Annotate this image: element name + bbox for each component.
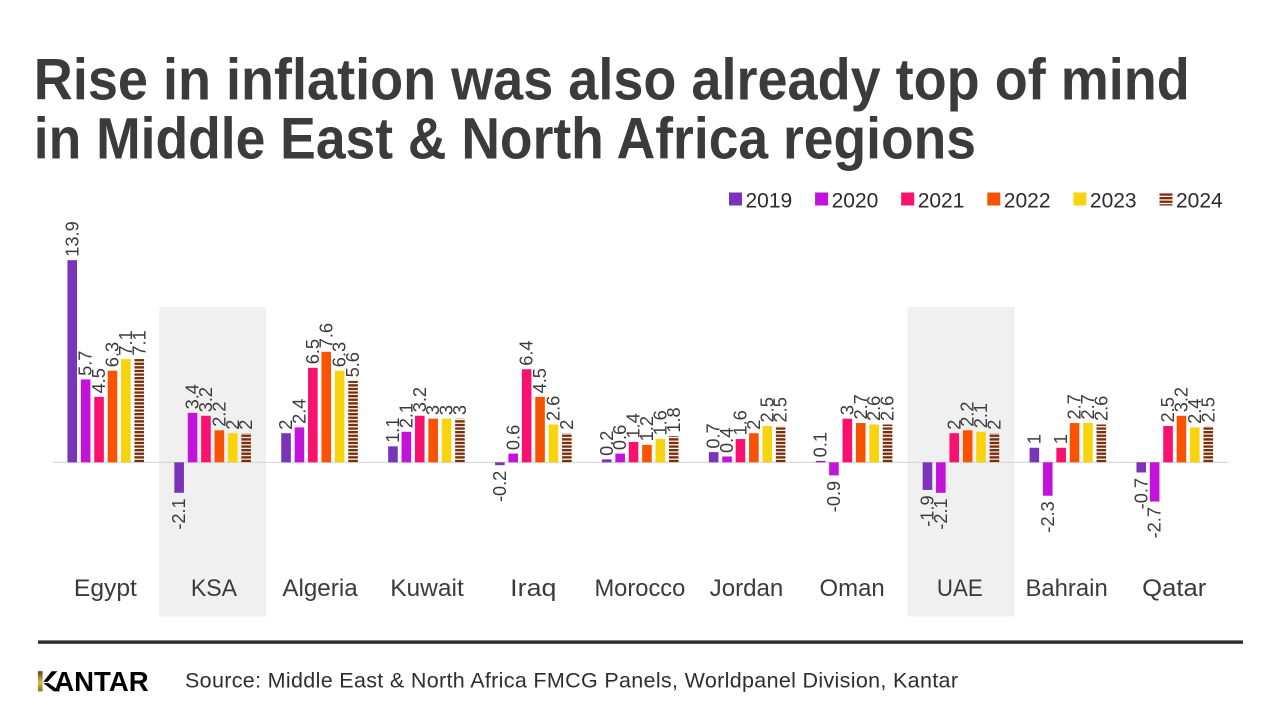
svg-text:5.6: 5.6	[343, 352, 363, 377]
svg-text:Rise in inflation was also alr: Rise in inflation was also already top o…	[34, 48, 1190, 113]
svg-text:2024: 2024	[1176, 190, 1223, 213]
svg-text:1.8: 1.8	[664, 407, 684, 432]
svg-text:7.6: 7.6	[316, 323, 336, 348]
svg-text:2.6: 2.6	[864, 396, 884, 421]
svg-text:2: 2	[276, 420, 296, 430]
svg-text:7.1: 7.1	[129, 330, 149, 355]
svg-text:1.2: 1.2	[637, 416, 657, 441]
svg-text:1.6: 1.6	[730, 410, 750, 435]
svg-text:-0.7: -0.7	[1131, 478, 1151, 509]
svg-text:-2.1: -2.1	[931, 498, 951, 529]
svg-text:3: 3	[423, 405, 443, 415]
svg-text:in Middle East & North Africa: in Middle East & North Africa regions	[34, 106, 976, 171]
svg-text:13.9: 13.9	[62, 221, 82, 256]
svg-text:Algeria: Algeria	[282, 575, 358, 602]
svg-text:2.5: 2.5	[1158, 397, 1178, 422]
svg-text:1.4: 1.4	[624, 413, 644, 438]
svg-text:4.5: 4.5	[530, 368, 550, 393]
svg-text:2.4: 2.4	[1185, 399, 1205, 424]
svg-text:Jordan: Jordan	[710, 575, 784, 602]
svg-text:-2.1: -2.1	[169, 498, 189, 529]
svg-text:3.4: 3.4	[183, 384, 203, 409]
svg-text:0.6: 0.6	[503, 425, 523, 450]
svg-text:5.7: 5.7	[76, 351, 96, 376]
svg-text:2.6: 2.6	[1091, 396, 1111, 421]
svg-text:-0.2: -0.2	[490, 471, 510, 502]
svg-text:1: 1	[1024, 434, 1044, 444]
svg-text:3.2: 3.2	[410, 387, 430, 412]
svg-text:Bahrain: Bahrain	[1025, 575, 1107, 602]
svg-text:2: 2	[236, 420, 256, 430]
svg-text:UAE: UAE	[937, 575, 983, 602]
svg-text:3: 3	[837, 405, 857, 415]
svg-text:0.6: 0.6	[610, 425, 630, 450]
svg-text:2.2: 2.2	[958, 402, 978, 427]
svg-text:2021: 2021	[918, 190, 965, 213]
svg-text:2.1: 2.1	[971, 403, 991, 428]
svg-text:7.1: 7.1	[116, 330, 136, 355]
svg-text:0.4: 0.4	[717, 428, 737, 453]
svg-text:2020: 2020	[832, 190, 879, 213]
svg-text:2.7: 2.7	[851, 394, 871, 419]
svg-text:1.1: 1.1	[383, 418, 403, 443]
svg-text:2023: 2023	[1090, 190, 1137, 213]
svg-text:0.7: 0.7	[704, 423, 724, 448]
svg-text:-0.9: -0.9	[824, 481, 844, 512]
svg-text:2.4: 2.4	[289, 399, 309, 424]
svg-text:2.5: 2.5	[771, 397, 791, 422]
svg-text:2: 2	[744, 420, 764, 430]
svg-text:2: 2	[984, 420, 1004, 430]
svg-text:2.6: 2.6	[543, 396, 563, 421]
svg-text:2.2: 2.2	[209, 402, 229, 427]
svg-text:2.7: 2.7	[1065, 394, 1085, 419]
svg-text:2.7: 2.7	[1078, 394, 1098, 419]
svg-text:2.1: 2.1	[396, 403, 416, 428]
svg-text:Morocco: Morocco	[594, 575, 685, 602]
svg-text:2.5: 2.5	[1198, 397, 1218, 422]
svg-text:-2.3: -2.3	[1038, 501, 1058, 532]
svg-text:6.4: 6.4	[517, 340, 537, 365]
svg-text:2: 2	[944, 420, 964, 430]
svg-text:Oman: Oman	[820, 575, 885, 602]
svg-text:Qatar: Qatar	[1142, 575, 1206, 602]
svg-text:2.5: 2.5	[757, 397, 777, 422]
svg-text:-2.7: -2.7	[1145, 507, 1165, 538]
svg-text:2019: 2019	[746, 190, 793, 213]
svg-text:Kuwait: Kuwait	[390, 575, 464, 602]
svg-text:1.6: 1.6	[650, 410, 670, 435]
svg-text:-1.9: -1.9	[917, 495, 937, 526]
svg-text:6.5: 6.5	[303, 339, 323, 364]
svg-text:3: 3	[450, 405, 470, 415]
svg-text:3.2: 3.2	[196, 387, 216, 412]
svg-text:3: 3	[437, 405, 457, 415]
svg-text:Iraq: Iraq	[510, 575, 556, 602]
svg-text:4.5: 4.5	[89, 368, 109, 393]
svg-text:3.2: 3.2	[1171, 387, 1191, 412]
svg-text:KSA: KSA	[191, 575, 238, 602]
svg-text:Egypt: Egypt	[74, 575, 137, 602]
svg-text:6.3: 6.3	[102, 342, 122, 367]
svg-text:2022: 2022	[1004, 190, 1051, 213]
svg-text:0.1: 0.1	[811, 432, 831, 457]
svg-text:2.6: 2.6	[878, 396, 898, 421]
svg-text:2: 2	[557, 420, 577, 430]
svg-text:0.2: 0.2	[597, 431, 617, 456]
svg-text:ANTAR: ANTAR	[54, 666, 149, 697]
svg-text:Source: Middle East & North Af: Source: Middle East & North Africa FMCG …	[185, 669, 958, 693]
svg-text:1: 1	[1051, 434, 1071, 444]
svg-text:2: 2	[223, 420, 243, 430]
svg-text:6.3: 6.3	[330, 342, 350, 367]
